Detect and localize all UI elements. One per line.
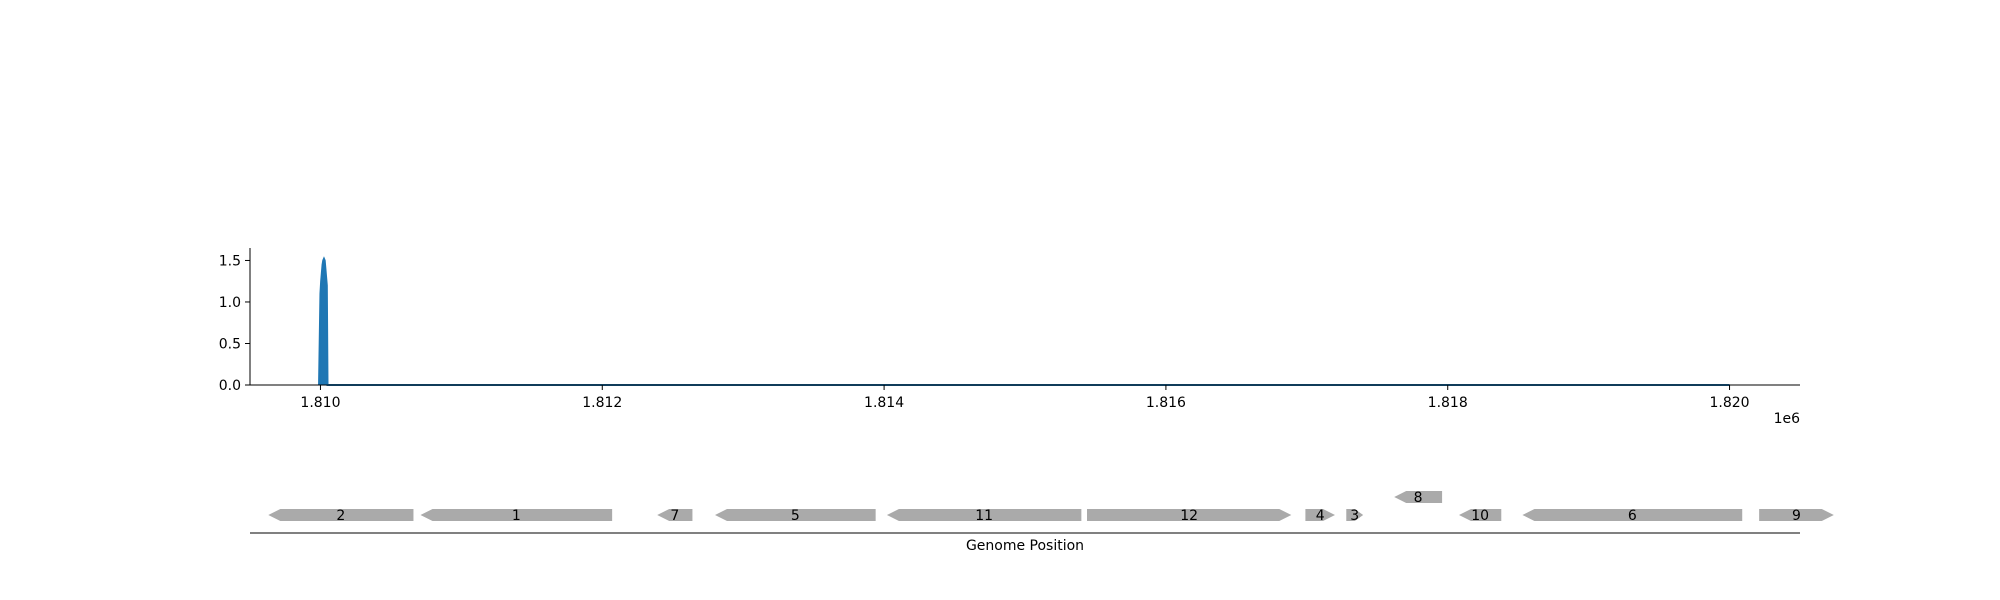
gene-arrow <box>1305 509 1335 521</box>
coverage-area-fill <box>319 258 1730 385</box>
gene-feature: 9 <box>1759 508 1834 524</box>
gene-feature: 12 <box>1087 508 1292 524</box>
gene-arrow <box>1394 491 1443 503</box>
x-tick-label: 1.812 <box>582 395 622 411</box>
gene-arrow <box>657 509 693 521</box>
gene-label: 10 <box>1471 508 1489 524</box>
gene-arrow <box>1087 509 1292 521</box>
gene-label: 4 <box>1316 508 1325 524</box>
gene-label: 9 <box>1792 508 1801 524</box>
gene-label: 6 <box>1628 508 1637 524</box>
gene-label: 1 <box>512 508 521 524</box>
y-tick-label: 1.0 <box>219 295 241 311</box>
gene-arrow <box>268 509 414 521</box>
gene-arrow <box>420 509 613 521</box>
x-tick-label: 1.820 <box>1709 395 1749 411</box>
gene-arrow <box>1522 509 1743 521</box>
gene-label: 5 <box>791 508 800 524</box>
gene-arrow <box>1459 509 1502 521</box>
x-tick-label: 1.814 <box>864 395 904 411</box>
x-axis-offset-label: 1e6 <box>1774 411 1801 427</box>
y-tick-label: 1.5 <box>219 253 241 269</box>
gene-feature: 4 <box>1305 508 1335 524</box>
gene-features: 2 1 7 5 11 12 4 3 8 10 6 9 <box>268 490 1834 524</box>
gene-label: 7 <box>670 508 679 524</box>
x-tick-label: 1.816 <box>1146 395 1186 411</box>
gene-feature: 11 <box>886 508 1082 524</box>
gene-arrow <box>886 509 1082 521</box>
gene-label: 2 <box>336 508 345 524</box>
gene-track: 2 1 7 5 11 12 4 3 8 10 6 9 Genome Position <box>250 490 1834 554</box>
gene-feature: 7 <box>657 508 693 524</box>
gene-feature: 3 <box>1346 508 1364 524</box>
coverage-series <box>318 256 1730 386</box>
gene-label: 8 <box>1414 490 1423 506</box>
y-tick-label: 0.5 <box>219 336 241 352</box>
gene-feature: 5 <box>715 508 876 524</box>
coverage-plot: 0.00.51.01.5 1.810 1.812 1.814 1.816 1.818 1.… <box>219 248 1800 427</box>
x-tick-label: 1.810 <box>300 395 340 411</box>
gene-feature: 6 <box>1522 508 1743 524</box>
x-tick-label: 1.818 <box>1428 395 1468 411</box>
coverage-line <box>318 256 1730 386</box>
gene-arrow <box>1759 509 1834 521</box>
gene-arrow <box>1346 509 1364 521</box>
gene-feature: 1 <box>420 508 613 524</box>
gene-label: 3 <box>1350 508 1359 524</box>
x-ticks: 1.810 1.812 1.814 1.816 1.818 1.820 <box>300 385 1750 411</box>
gene-feature: 2 <box>268 508 414 524</box>
gene-label: 12 <box>1180 508 1198 524</box>
x-axis-label: Genome Position <box>966 538 1084 554</box>
y-tick-label: 0.0 <box>219 378 241 394</box>
gene-feature: 8 <box>1394 490 1443 506</box>
y-ticks: 0.0 0.5 1.0 1.5 <box>219 253 250 394</box>
gene-label: 11 <box>975 508 993 524</box>
gene-arrow <box>715 509 876 521</box>
gene-feature: 10 <box>1459 508 1502 524</box>
